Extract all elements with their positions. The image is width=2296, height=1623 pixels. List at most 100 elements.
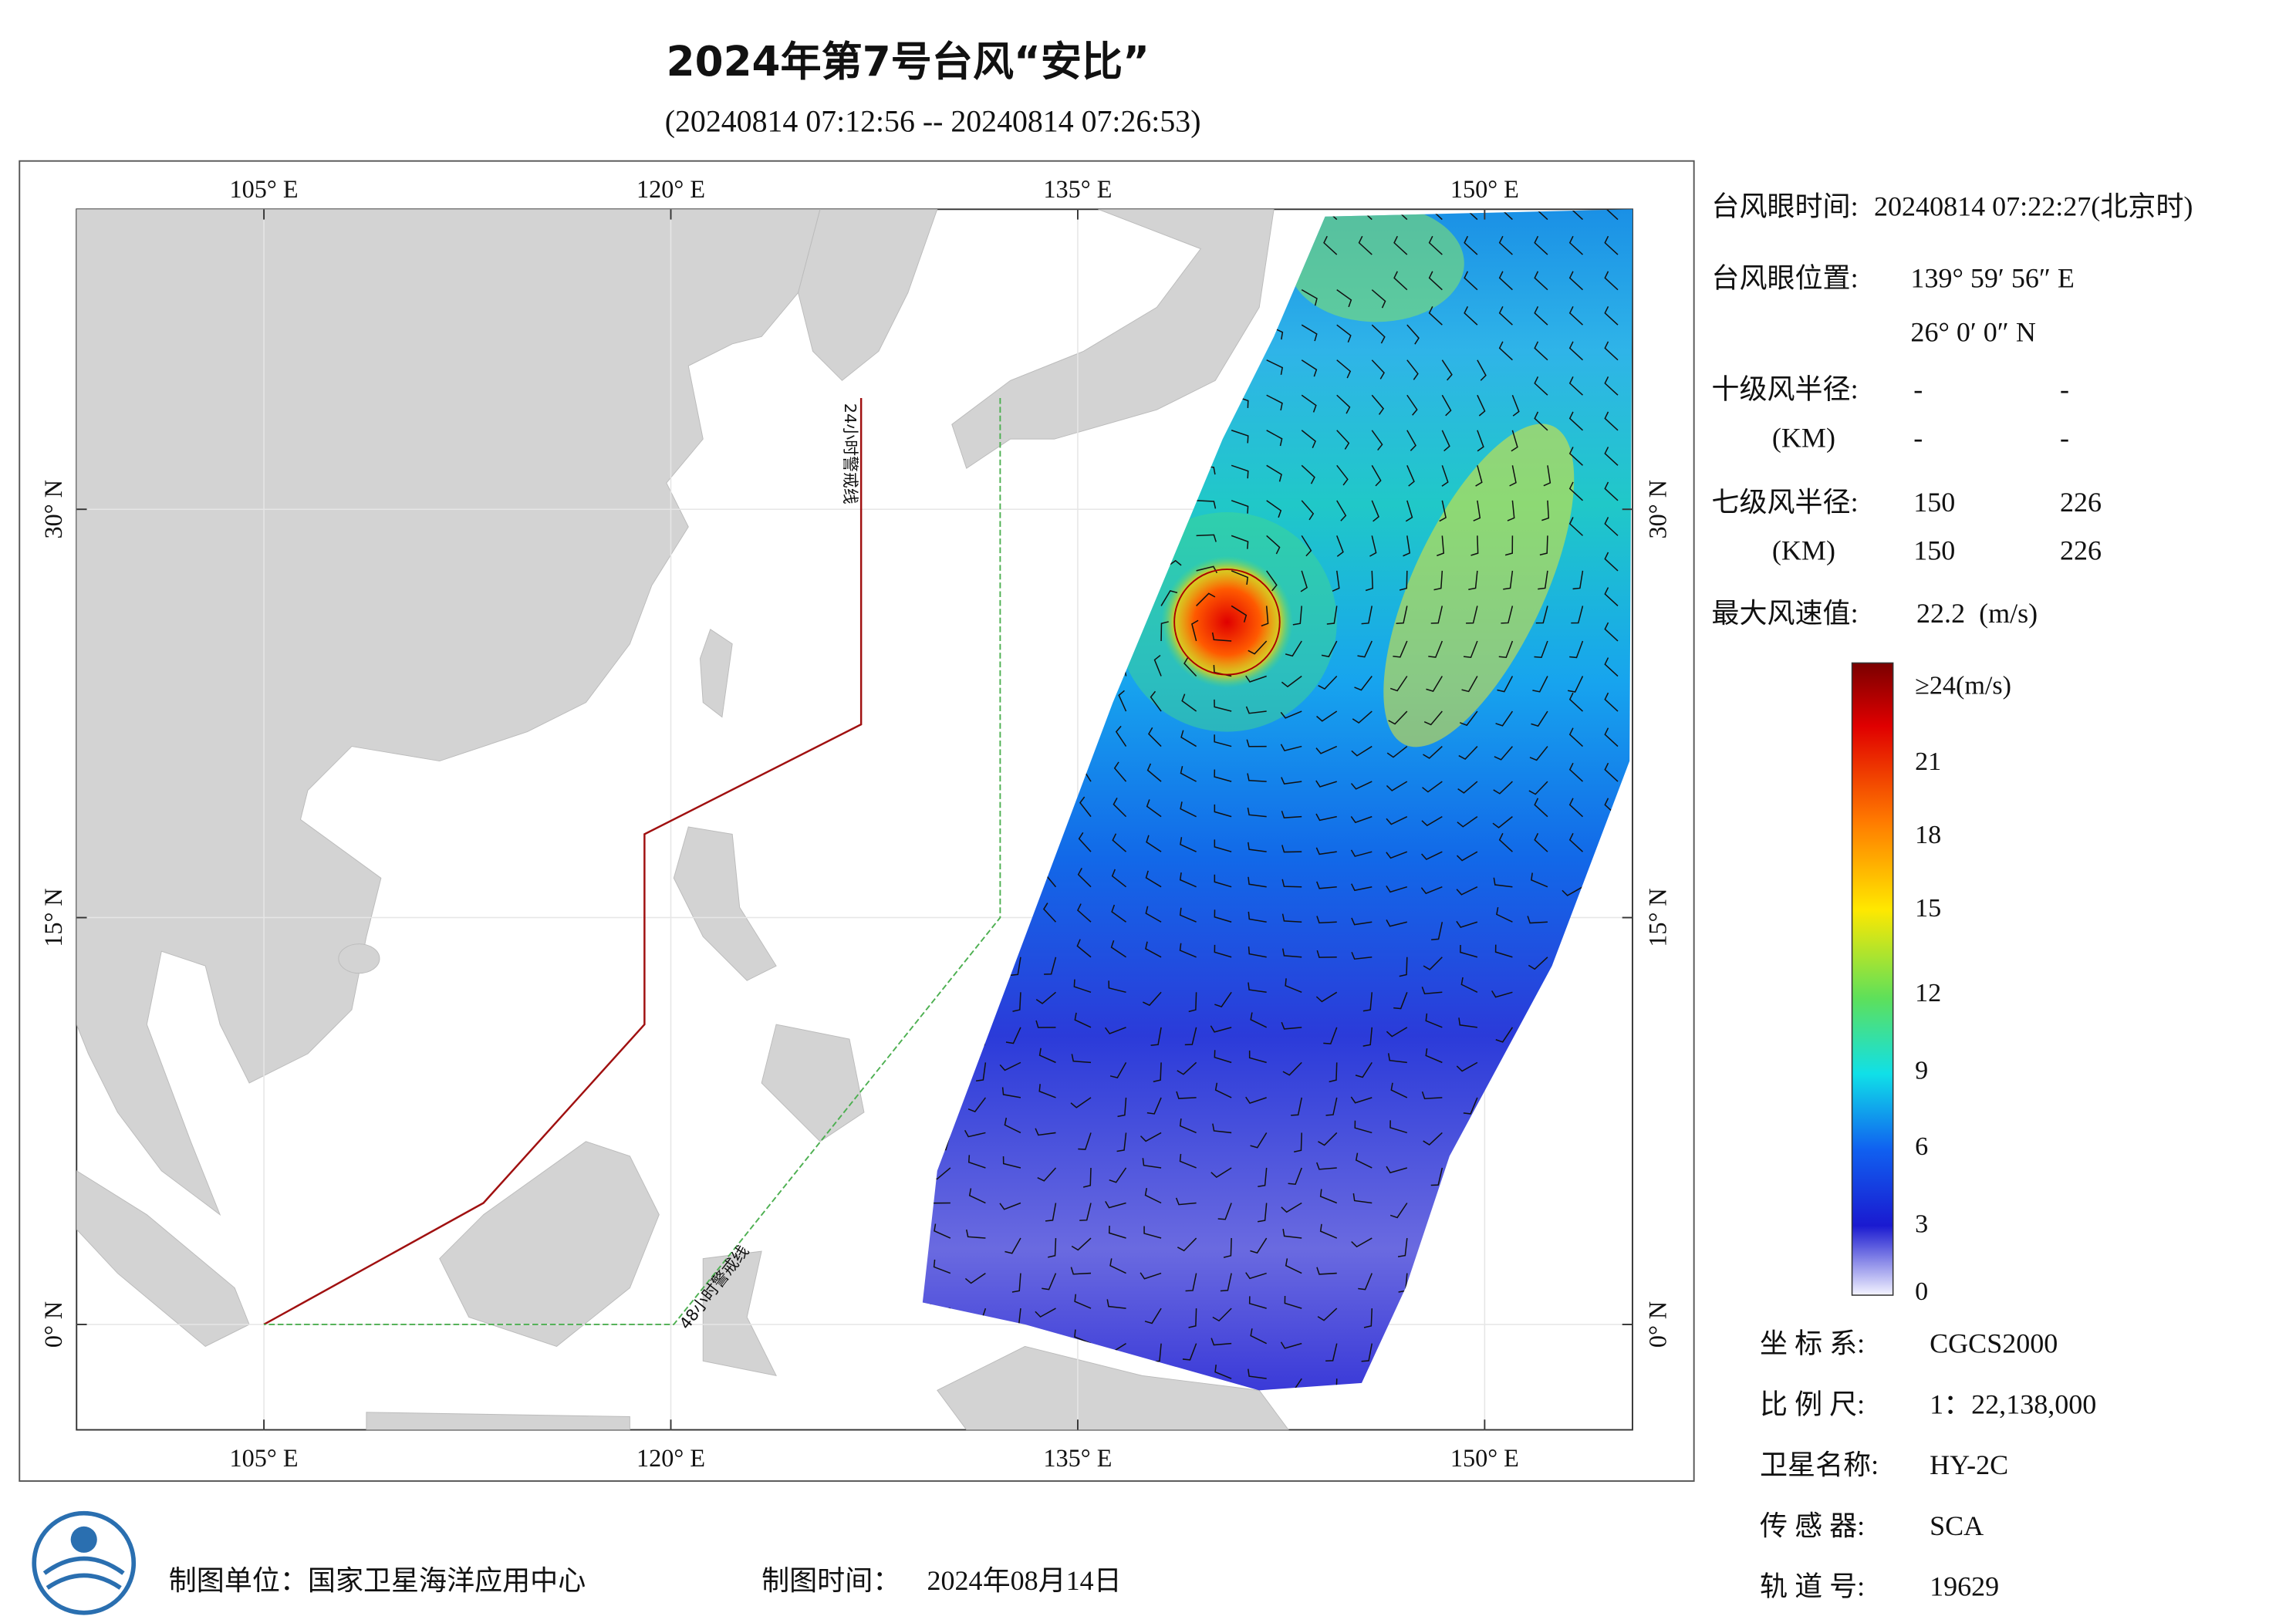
- wind-barb: [1386, 919, 1407, 927]
- wind-barb: [1011, 1273, 1021, 1293]
- wind-barb: [1010, 957, 1021, 977]
- wind-barb: [1281, 845, 1302, 853]
- radius-label: 十级风半径:: [1711, 374, 1858, 405]
- max-wind-label: 最大风速值:: [1711, 598, 1858, 629]
- wind-barb: [1541, 500, 1550, 521]
- wind-barb: [1568, 832, 1583, 852]
- wind-barb: [1534, 376, 1548, 396]
- wind-barb: [1387, 1053, 1407, 1064]
- wind-barb: [1567, 676, 1584, 693]
- wind-barb: [1352, 1193, 1373, 1204]
- wind-barb: [1301, 324, 1318, 342]
- wind-barb: [1351, 952, 1373, 960]
- wind-barb: [1336, 289, 1352, 308]
- wind-barb: [1604, 305, 1619, 326]
- wind-barb: [1258, 1167, 1268, 1188]
- wind-barb: [1326, 606, 1338, 625]
- wind-barb: [1316, 1162, 1337, 1170]
- wind-barb: [1528, 781, 1548, 795]
- wind-barb: [1188, 1308, 1197, 1328]
- wind-barb: [1301, 288, 1318, 306]
- wind-barb: [1397, 1237, 1408, 1257]
- wind-barb: [1604, 376, 1619, 396]
- wind-barb: [1371, 324, 1386, 344]
- wind-barb: [1248, 842, 1267, 852]
- wind-barb: [1012, 992, 1021, 1012]
- wind-barb: [1572, 570, 1584, 590]
- lon-label: 135° E: [1043, 1444, 1112, 1472]
- wind-barb: [1248, 911, 1267, 923]
- wind-barb: [1210, 1025, 1232, 1033]
- wind-barb: [1143, 1226, 1162, 1239]
- wind-barb: [1316, 950, 1337, 958]
- wind-radius: [1173, 569, 1281, 676]
- wind-barb: [1250, 1012, 1268, 1028]
- wind-barb: [1361, 606, 1373, 625]
- colorbar-label: 15: [1915, 894, 1941, 923]
- wind-barb: [1082, 1167, 1092, 1188]
- wind-barb: [1428, 271, 1443, 291]
- wind-barb: [1437, 535, 1445, 557]
- wind-barb: [1005, 1027, 1021, 1044]
- wind-barb: [1494, 746, 1513, 761]
- logo: [32, 1510, 137, 1615]
- wind-barb: [1038, 1048, 1056, 1064]
- wind-barb: [1357, 640, 1373, 658]
- lon-label: 135° E: [1043, 175, 1112, 203]
- map-frame: [19, 160, 1695, 1482]
- warning-line-24h: [263, 398, 863, 1326]
- wind-barb: [1214, 769, 1232, 782]
- wind-barb: [1604, 552, 1619, 572]
- meta-value: 19629: [1930, 1571, 1999, 1602]
- wind-barb: [1604, 341, 1619, 361]
- wind-barb: [1423, 746, 1443, 759]
- wind-barb: [1266, 570, 1278, 592]
- wind-barb: [999, 1061, 1021, 1071]
- wind-barb: [1070, 1097, 1092, 1108]
- wind-barb: [1568, 798, 1583, 818]
- wind-barb: [1074, 1294, 1092, 1309]
- wind-barb: [1329, 1062, 1338, 1083]
- wind-barb: [1261, 606, 1269, 627]
- wind-barb: [1534, 832, 1548, 852]
- wind-barb: [1569, 640, 1584, 659]
- wind-barb: [1214, 1050, 1232, 1064]
- wind-barb: [1604, 517, 1619, 536]
- wind-barb: [1351, 883, 1373, 892]
- wind-barb: [1350, 1096, 1373, 1104]
- wind-barb: [1332, 570, 1340, 592]
- wind-barb: [1105, 1201, 1126, 1209]
- wind-barb: [1430, 1167, 1443, 1186]
- wind-barb: [1184, 1027, 1197, 1046]
- wind-barb: [1456, 920, 1478, 928]
- wind-barb: [1223, 1238, 1232, 1258]
- title: 2024年第7号台风“安比”: [667, 38, 1150, 86]
- wind-barb: [1456, 886, 1478, 896]
- wind-barb: [1458, 746, 1478, 761]
- wind-barb: [1281, 1202, 1302, 1213]
- wind-barb: [1386, 781, 1408, 791]
- wind-barb: [1042, 903, 1057, 923]
- wind-barb: [1214, 1082, 1232, 1098]
- wind-barb: [1336, 464, 1349, 486]
- wind-barb: [1464, 271, 1478, 291]
- wind-barb: [1266, 394, 1283, 411]
- lon-label: 105° E: [230, 175, 299, 203]
- wind-barb: [1568, 271, 1583, 291]
- wind-barb: [1180, 730, 1197, 747]
- wind-barb: [1301, 359, 1318, 377]
- wind-barb: [1281, 810, 1302, 818]
- wind-barb: [1301, 535, 1312, 557]
- wind-barb: [1316, 1267, 1337, 1275]
- wind-barb: [1321, 640, 1338, 658]
- wind-barb: [1214, 944, 1232, 958]
- colorbar-label: 0: [1915, 1277, 1928, 1306]
- wind-barb: [1316, 881, 1337, 889]
- wind-barb: [1212, 1123, 1232, 1134]
- wind-barb: [1494, 944, 1513, 958]
- wind-barb: [1498, 235, 1513, 255]
- wind-barb: [1428, 305, 1443, 326]
- wind-barb: [1231, 430, 1249, 444]
- wind-barb: [1301, 430, 1316, 449]
- wind-barb: [1160, 621, 1169, 641]
